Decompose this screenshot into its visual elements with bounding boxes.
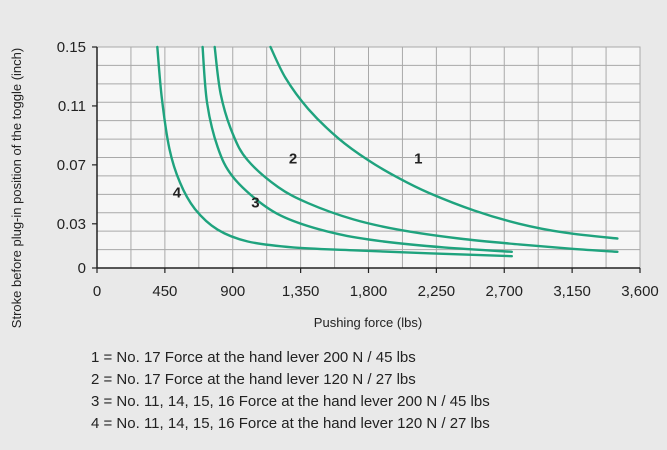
x-tick-label: 900 <box>220 283 245 300</box>
x-tick-label: 2,250 <box>418 283 456 300</box>
series-line-4 <box>156 45 513 258</box>
x-tick-label: 1,350 <box>282 283 320 300</box>
curve-label-1: 1 <box>414 150 422 167</box>
curve-label-4: 4 <box>173 184 182 201</box>
x-axis-label: Pushing force (lbs) <box>314 315 422 330</box>
grid <box>96 46 641 269</box>
x-tick-label: 1,800 <box>350 283 388 300</box>
x-tick-label: 450 <box>152 283 177 300</box>
curve-label-3: 3 <box>251 195 259 212</box>
y-tick-label: 0.11 <box>58 98 86 115</box>
legend-item: 3 = No. 11, 14, 15, 16 Force at the hand… <box>91 393 490 410</box>
curve-label-2: 2 <box>289 150 297 167</box>
tick-labels: 0 450 900 1,350 1,800 2,250 2,700 3,150 3,600 0 0.… <box>57 39 659 300</box>
series-line-1 <box>269 45 619 240</box>
series-lines <box>156 45 619 258</box>
series-line-3 <box>201 45 513 253</box>
x-tick-label: 0 <box>93 283 101 300</box>
x-tick-label: 3,150 <box>553 283 591 300</box>
legend-item: 1 = No. 17 Force at the hand lever 200 N… <box>91 349 416 366</box>
curve-labels: 1 2 3 4 <box>173 150 423 211</box>
y-tick-label: 0 <box>78 260 86 277</box>
x-tick-label: 3,600 <box>621 283 659 300</box>
y-tick-label: 0.07 <box>57 157 86 174</box>
x-tick-label: 2,700 <box>485 283 523 300</box>
y-tick-label: 0.15 <box>57 39 86 56</box>
y-axis-label: Stroke before plug-in position of the to… <box>9 48 24 328</box>
axes <box>92 46 641 273</box>
y-tick-label: 0.03 <box>57 216 86 233</box>
series-line-2 <box>213 45 619 253</box>
legend-item: 4 = No. 11, 14, 15, 16 Force at the hand… <box>91 415 490 432</box>
legend: 1 = No. 17 Force at the hand lever 200 N… <box>91 349 490 432</box>
legend-item: 2 = No. 17 Force at the hand lever 120 N… <box>91 371 416 388</box>
